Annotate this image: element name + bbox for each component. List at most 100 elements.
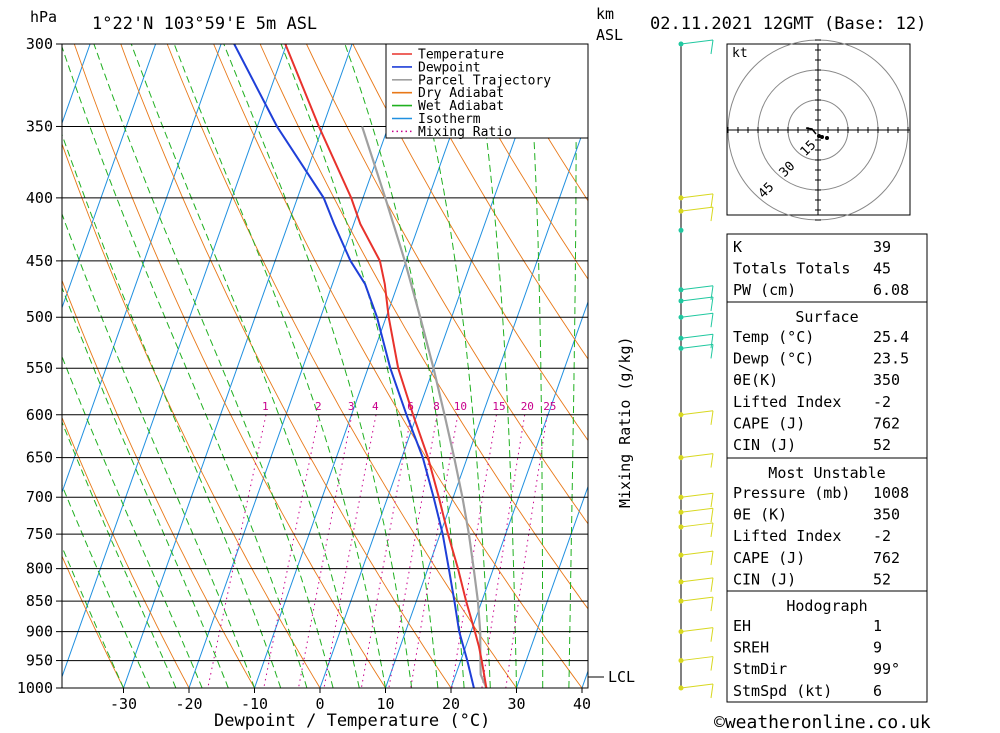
table-row-label: K	[733, 238, 742, 256]
wind-barb-staff	[680, 312, 714, 318]
isotherm-line	[62, 44, 157, 310]
isotherm-line	[450, 300, 588, 688]
mixing-ratio-line	[323, 414, 377, 688]
isotherm-line	[385, 116, 588, 688]
table-row-value: 39	[873, 238, 891, 256]
legend-entry-label: Wet Adiabat	[418, 99, 504, 114]
location-title: 1°22'N 103°59'E 5m ASL	[92, 14, 317, 34]
mixing-ratio-line	[263, 414, 320, 688]
table-row-value: -2	[873, 393, 891, 411]
table-row-label: Totals Totals	[733, 260, 850, 278]
wind-barb-staff	[680, 507, 714, 513]
plot-frame	[61, 43, 589, 689]
table-row-value: 99°	[873, 660, 900, 678]
pressure-tick-label: 850	[26, 592, 53, 610]
isotherm-line	[123, 44, 353, 688]
wet-adiabat-line	[62, 420, 177, 688]
temp-tick-label: -20	[175, 695, 202, 713]
wind-barb-staff	[680, 453, 714, 459]
dry-adiabat-line	[445, 44, 588, 280]
temp-tick-label: 0	[315, 695, 324, 713]
legend-entry-label: Mixing Ratio	[418, 125, 512, 140]
mixing-ratio-line	[481, 414, 526, 688]
wind-barb-dot	[678, 227, 684, 233]
profiles	[233, 44, 488, 688]
table-row-value: 762	[873, 414, 900, 432]
wet-adiabat-line	[410, 44, 491, 688]
mixing-ratio-axis-label: Mixing Ratio (g/kg)	[616, 336, 634, 508]
mixing-ratio-line	[298, 414, 353, 688]
mixing-ratio-label: 10	[454, 400, 467, 413]
pressure-tick-label: 650	[26, 449, 53, 467]
wind-profile	[678, 39, 714, 699]
pressure-tick-label: 900	[26, 623, 53, 641]
table-row-value: 6.08	[873, 281, 909, 299]
wind-barb-flag	[710, 508, 714, 523]
table-row-label: CAPE (J)	[733, 549, 805, 567]
wind-barb-staff	[680, 193, 714, 199]
wind-barb-staff	[680, 627, 714, 633]
mixing-ratio-label: 15	[492, 400, 505, 413]
table-row-value: 762	[873, 549, 900, 567]
dry-adiabat-line	[399, 44, 588, 360]
table-row-label: θE (K)	[733, 506, 787, 524]
wind-barb-staff	[680, 492, 714, 498]
wet-adiabat-line	[62, 355, 203, 688]
mixing-ratio-label: 8	[433, 400, 440, 413]
dry-adiabat-line	[957, 44, 1000, 688]
wind-barb-flag	[710, 551, 714, 566]
table-row-value: -2	[873, 527, 891, 545]
legend-entry-label: Isotherm	[418, 112, 481, 127]
table-row-label: StmDir	[733, 660, 787, 678]
table-row-value: 9	[873, 639, 882, 657]
temp-tick-label: 10	[376, 695, 394, 713]
wet-adiabat-line	[93, 44, 334, 688]
table-row-value: 23.5	[873, 350, 909, 368]
wet-adiabat-line	[62, 45, 308, 688]
pressure-tick-labels: 300 350 400 450 500 550 600 650 700 750 800 850 900 9…	[17, 35, 53, 697]
table-row-label: Lifted Index	[733, 527, 841, 545]
isotherm-line	[319, 44, 550, 688]
isotherm-line	[62, 44, 288, 679]
temp-tick-label: 40	[573, 695, 591, 713]
table-row-label: Temp (°C)	[733, 328, 814, 346]
table-row-label: θE(K)	[733, 371, 778, 389]
table-row-value: 1	[873, 617, 882, 635]
table-row-label: Lifted Index	[733, 393, 841, 411]
wind-barb-flag	[710, 453, 714, 468]
wind-barb-staff	[680, 683, 714, 689]
wet-adiabat-line	[130, 44, 360, 688]
temperature-tick-labels: -30 -20 -10 0 10 20 30 40	[110, 688, 591, 713]
wet-adiabat-line	[527, 44, 544, 688]
hodograph-title: Hodograph	[786, 597, 867, 615]
table-row-value: 45	[873, 260, 891, 278]
height-unit-km: km	[596, 5, 614, 23]
table-row-label: CIN (J)	[733, 436, 796, 454]
dewpoint-line	[233, 44, 475, 688]
temp-tick-label: -10	[241, 695, 268, 713]
wind-barb-flag	[710, 344, 714, 359]
wind-barb-flag	[710, 296, 714, 312]
wet-adiabat-line	[568, 44, 577, 688]
mixing-ratio-label: 2	[315, 400, 322, 413]
table-row-label: CAPE (J)	[733, 414, 805, 432]
mixing-ratio-line	[388, 414, 438, 688]
wind-barb-staff	[680, 522, 714, 528]
isotherm-line	[188, 44, 419, 688]
legend-entry-label: Parcel Trajectory	[418, 73, 551, 88]
mixing-ratio-label: 1	[262, 400, 269, 413]
isotherm-line	[0, 44, 25, 688]
wind-barb-flag	[710, 193, 714, 208]
hodograph-block	[726, 590, 928, 703]
hodograph-unit: kt	[732, 46, 748, 61]
indices-table: K 39 Totals Totals 45 PW (cm) 6.08 Surface Temp…	[726, 233, 928, 703]
mixing-ratio-label: 3	[348, 400, 355, 413]
wet-adiabat-line	[62, 133, 282, 688]
mixing-ratio-line	[410, 414, 459, 688]
mixing-ratio-label: 25	[543, 400, 556, 413]
table-row-label: PW (cm)	[733, 281, 796, 299]
skewt-plot-area: 3003504004505005506006507007508008509009…	[0, 35, 1000, 713]
legend-box	[385, 43, 589, 139]
table-row-value: 350	[873, 371, 900, 389]
